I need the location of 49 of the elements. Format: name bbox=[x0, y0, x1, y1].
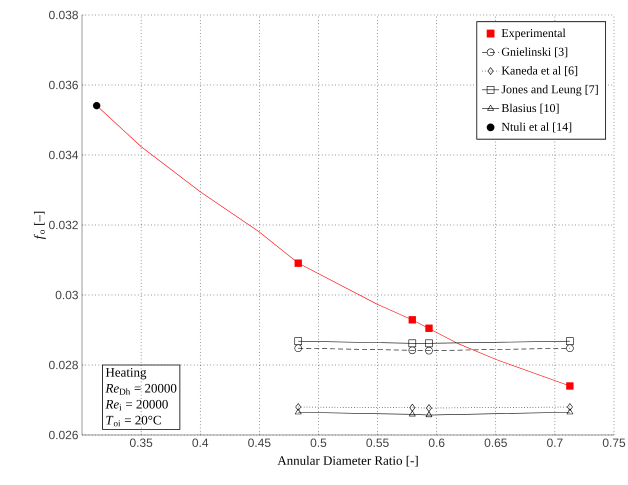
x-tick-label: 0.75 bbox=[602, 438, 626, 447]
point bbox=[295, 403, 302, 411]
point bbox=[425, 340, 433, 348]
point bbox=[294, 408, 302, 414]
point bbox=[409, 404, 416, 412]
point bbox=[566, 382, 574, 390]
x-axis-title: Annular Diameter Ratio [-] bbox=[277, 456, 418, 467]
point bbox=[408, 340, 416, 348]
point bbox=[294, 344, 302, 352]
point bbox=[408, 410, 416, 416]
annotation: Heating bbox=[106, 368, 146, 380]
point bbox=[294, 337, 302, 345]
y-axis-title: f$_{o}$ [–] bbox=[34, 212, 46, 240]
legend-label: Gnielinski [3] bbox=[502, 47, 568, 58]
legend-label: Experimental bbox=[502, 28, 566, 40]
point bbox=[425, 324, 433, 332]
x-tick-label: 0.55 bbox=[366, 438, 389, 447]
x-tick-label: 0.45 bbox=[248, 438, 270, 447]
point bbox=[92, 102, 100, 110]
x-tick-label: 0.4 bbox=[192, 438, 208, 447]
y-tick-label: 0.028 bbox=[49, 360, 78, 370]
y-tick-label: 0.03 bbox=[56, 290, 78, 300]
point bbox=[425, 346, 433, 354]
legend-label: Jones and Leung [7] bbox=[502, 84, 598, 96]
x-tick-label: 0.7 bbox=[547, 438, 563, 447]
point bbox=[408, 346, 416, 354]
annotation: T$_{oi}$ = 20°C bbox=[106, 416, 161, 426]
x-tick-label: 0.35 bbox=[130, 438, 152, 447]
point bbox=[566, 403, 573, 411]
point bbox=[566, 344, 574, 352]
point bbox=[294, 259, 302, 267]
y-tick-label: 0.026 bbox=[49, 430, 78, 440]
legend-label: Ntuli et al [14] bbox=[502, 122, 572, 132]
annotation: Re$_{i}$ = 20000 bbox=[105, 400, 168, 410]
y-tick-label: 0.038 bbox=[49, 10, 78, 20]
x-tick-label: 0.6 bbox=[428, 438, 444, 447]
x-tick-label: 0.65 bbox=[484, 438, 507, 447]
x-tick-label: 0.5 bbox=[310, 438, 326, 447]
point bbox=[408, 316, 416, 324]
point bbox=[426, 404, 432, 412]
annotation: Re$_{Dh}$ = 20000 bbox=[105, 384, 176, 395]
y-tick-label: 0.036 bbox=[49, 80, 78, 90]
legend-label: Kaneda et al [6] bbox=[502, 66, 578, 76]
point bbox=[566, 337, 574, 345]
legend-label: Blasius [10] bbox=[502, 104, 559, 114]
y-tick-label: 0.034 bbox=[49, 150, 78, 160]
point bbox=[426, 411, 432, 418]
y-tick-label: 0.032 bbox=[49, 220, 78, 230]
point bbox=[566, 408, 574, 414]
